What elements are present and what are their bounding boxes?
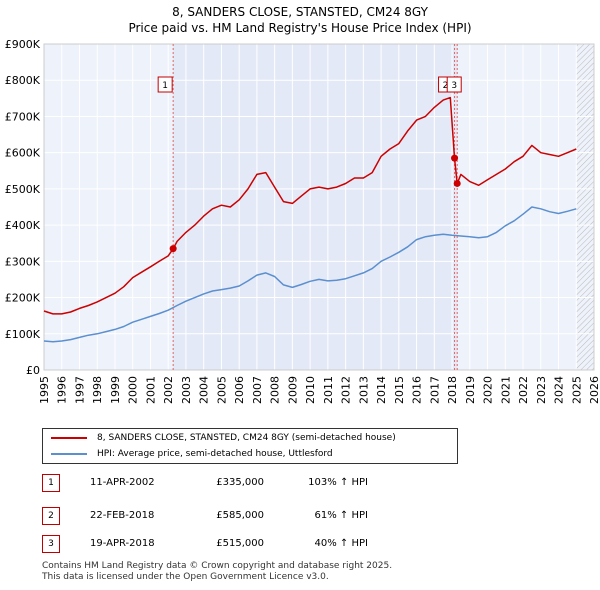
x-tick-label: 2004 (198, 376, 211, 404)
x-tick-label: 2001 (144, 376, 157, 404)
transaction-price: £585,000 (216, 510, 264, 521)
y-tick-label: £900K (5, 38, 41, 51)
y-tick-label: £600K (5, 147, 41, 160)
x-tick-label: 2016 (411, 376, 424, 404)
transaction-number: 2 (42, 507, 60, 525)
sale-marker-box (157, 76, 173, 93)
transaction-hpi: 103% ↑ HPI (308, 477, 368, 488)
x-tick-label: 2000 (127, 376, 140, 404)
x-tick-label: 1997 (73, 376, 86, 404)
legend-item-property: 8, SANDERS CLOSE, STANSTED, CM24 8GY (se… (51, 431, 396, 445)
x-tick-label: 1995 (38, 376, 51, 404)
transaction-date: 11-APR-2002 (90, 477, 155, 488)
chart-title: 8, SANDERS CLOSE, STANSTED, CM24 8GY Pri… (0, 4, 600, 36)
transaction-number: 1 (42, 474, 60, 492)
x-tick-label: 2023 (535, 376, 548, 404)
sale-point (451, 154, 459, 162)
x-tick-label: 2018 (446, 376, 459, 404)
y-tick-label: £500K (5, 183, 41, 196)
sale-marker-label: 1 (162, 81, 168, 91)
x-tick-label: 2026 (588, 376, 600, 404)
legend-label-property: 8, SANDERS CLOSE, STANSTED, CM24 8GY (se… (97, 433, 396, 443)
x-tick-label: 2021 (499, 376, 512, 404)
y-tick-label: £300K (5, 255, 41, 268)
y-tick-label: £200K (5, 292, 41, 305)
x-tick-label: 2020 (482, 376, 495, 404)
legend-swatch-property (51, 436, 87, 439)
x-tick-label: 1996 (56, 376, 69, 404)
x-tick-label: 2017 (428, 376, 441, 404)
x-tick-label: 1999 (109, 376, 122, 404)
price-chart: £0 £100K £200K £300K £400K £500K £600K £700K £80… (5, 38, 600, 404)
transaction-date: 22-FEB-2018 (90, 510, 155, 521)
sale-marker-label: 3 (451, 81, 457, 91)
x-tick-label: 2003 (180, 376, 193, 404)
ownership-shading (173, 44, 458, 370)
x-tick-label: 2008 (269, 376, 282, 404)
forecast-hatch (576, 44, 594, 370)
x-tick-label: 2005 (215, 376, 228, 404)
x-tick-label: 2013 (357, 376, 370, 404)
x-tick-label: 2025 (570, 376, 583, 404)
transaction-date: 19-APR-2018 (90, 538, 155, 549)
legend: 8, SANDERS CLOSE, STANSTED, CM24 8GY (se… (42, 428, 458, 464)
x-tick-label: 2024 (553, 376, 566, 404)
x-tick-label: 2011 (322, 376, 335, 404)
x-tick-label: 2015 (393, 376, 406, 404)
hpi-line (43, 206, 577, 343)
footer-line-2: This data is licensed under the Open Gov… (42, 572, 329, 582)
footer-line-1: Contains HM Land Registry data © Crown c… (42, 561, 393, 571)
title-line-2: Price paid vs. HM Land Registry's House … (128, 21, 472, 35)
legend-swatch-hpi (51, 452, 87, 455)
transaction-price: £335,000 (216, 477, 264, 488)
plot-border (43, 43, 595, 371)
y-tick-label: £800K (5, 74, 41, 87)
y-tick-label: £100K (5, 328, 41, 341)
x-tick-label: 2012 (340, 376, 353, 404)
x-tick-label: 2022 (517, 376, 530, 404)
transaction-price: £515,000 (216, 538, 264, 549)
y-tick-label: £700K (5, 110, 41, 123)
sale-marker-box (446, 76, 462, 93)
footer: Contains HM Land Registry data © Crown c… (42, 561, 392, 583)
x-tick-label: 2014 (375, 376, 388, 404)
transaction-hpi: 40% ↑ HPI (314, 538, 368, 549)
x-tick-label: 2010 (304, 376, 317, 404)
title-line-1: 8, SANDERS CLOSE, STANSTED, CM24 8GY (172, 5, 428, 19)
transaction-hpi: 61% ↑ HPI (314, 510, 368, 521)
x-tick-label: 2009 (286, 376, 299, 404)
transaction-number: 3 (42, 535, 60, 553)
x-tick-label: 2007 (251, 376, 264, 404)
sale-point (453, 179, 461, 187)
x-tick-label: 2019 (464, 376, 477, 404)
y-tick-label: £400K (5, 219, 41, 232)
sale-marker-label: 2 (443, 81, 449, 91)
x-tick-label: 2002 (162, 376, 175, 404)
legend-item-hpi: HPI: Average price, semi-detached house,… (51, 447, 333, 461)
legend-label-hpi: HPI: Average price, semi-detached house,… (97, 449, 333, 459)
property-price-line (43, 96, 577, 315)
x-tick-label: 2006 (233, 376, 246, 404)
sale-point (169, 245, 177, 253)
y-tick-label: £0 (26, 364, 40, 377)
x-tick-label: 1998 (91, 376, 104, 404)
